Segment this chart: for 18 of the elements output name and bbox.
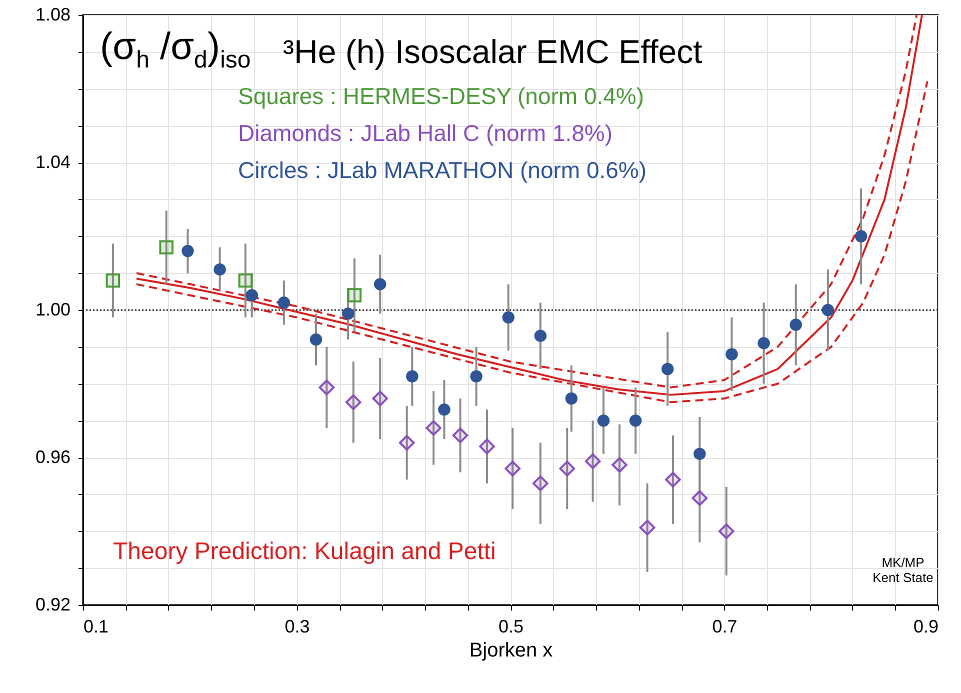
y-tick-label: 0.92 bbox=[35, 594, 70, 614]
x-tick-label: 0.5 bbox=[498, 616, 524, 636]
text: Diamonds : JLab Hall C (norm 1.8%) bbox=[238, 120, 613, 146]
x-axis-title: Bjorken x bbox=[469, 640, 553, 662]
text: Circles : JLab MARATHON (norm 0.6%) bbox=[238, 157, 647, 183]
x-tick-label: 0.3 bbox=[284, 616, 310, 636]
x-tick-label: 0.1 bbox=[84, 616, 109, 636]
x-tick-label: 0.7 bbox=[712, 616, 738, 636]
annotation: MK/MP Kent State bbox=[872, 555, 934, 585]
y-tick-label: 1.08 bbox=[35, 4, 70, 24]
annotation: (σ$_{h}$ /σ$_{d}$)$_{iso}$ bbox=[100, 26, 251, 75]
text: Squares : HERMES-DESY (norm 0.4%) bbox=[238, 83, 644, 109]
x-tick-label: 0.9 bbox=[913, 616, 938, 636]
y-tick-label: 0.96 bbox=[35, 447, 70, 467]
y-tick-label: 1.00 bbox=[35, 300, 70, 320]
text: Theory Prediction: Kulagin and Petti bbox=[113, 538, 496, 565]
text: ³He (h) Isoscalar EMC Effect bbox=[283, 33, 702, 70]
y-tick-label: 1.04 bbox=[35, 152, 70, 172]
